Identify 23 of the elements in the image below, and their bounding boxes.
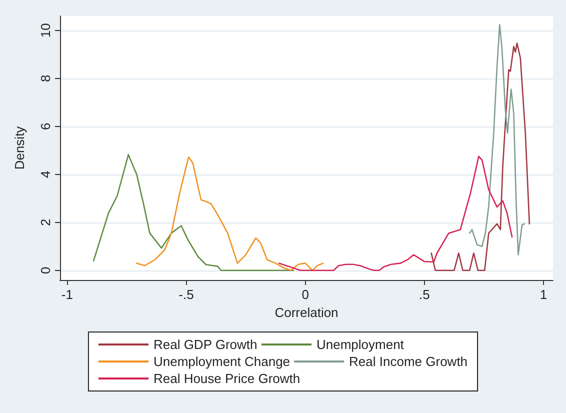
legend-label: Real House Price Growth: [153, 371, 300, 386]
x-tick-label: -1: [61, 287, 73, 302]
y-tick-label: 8: [38, 74, 53, 82]
y-axis-title: Density: [12, 126, 27, 170]
x-axis-title: Correlation: [274, 305, 338, 320]
x-tick-label: 1: [540, 287, 548, 302]
legend-label: Real Income Growth: [349, 354, 468, 369]
y-tick-label: 0: [38, 266, 53, 274]
line-series: [278, 156, 513, 272]
line-series: [468, 24, 526, 256]
x-tick-label: .5: [418, 287, 430, 302]
x-tick-label: -.5: [178, 287, 194, 302]
y-tick-label: 10: [38, 23, 53, 38]
line-series: [430, 42, 530, 272]
y-tick-label: 6: [38, 122, 53, 130]
legend-label: Real GDP Growth: [153, 337, 258, 352]
line-series: [136, 156, 324, 272]
legend-label: Unemployment Change: [153, 354, 290, 369]
legend-label: Unemployment: [316, 337, 404, 352]
y-tick-label: 4: [38, 170, 53, 178]
x-tick-label: 0: [302, 287, 309, 302]
line-series: [92, 154, 294, 272]
y-tick-label: 2: [38, 218, 53, 226]
